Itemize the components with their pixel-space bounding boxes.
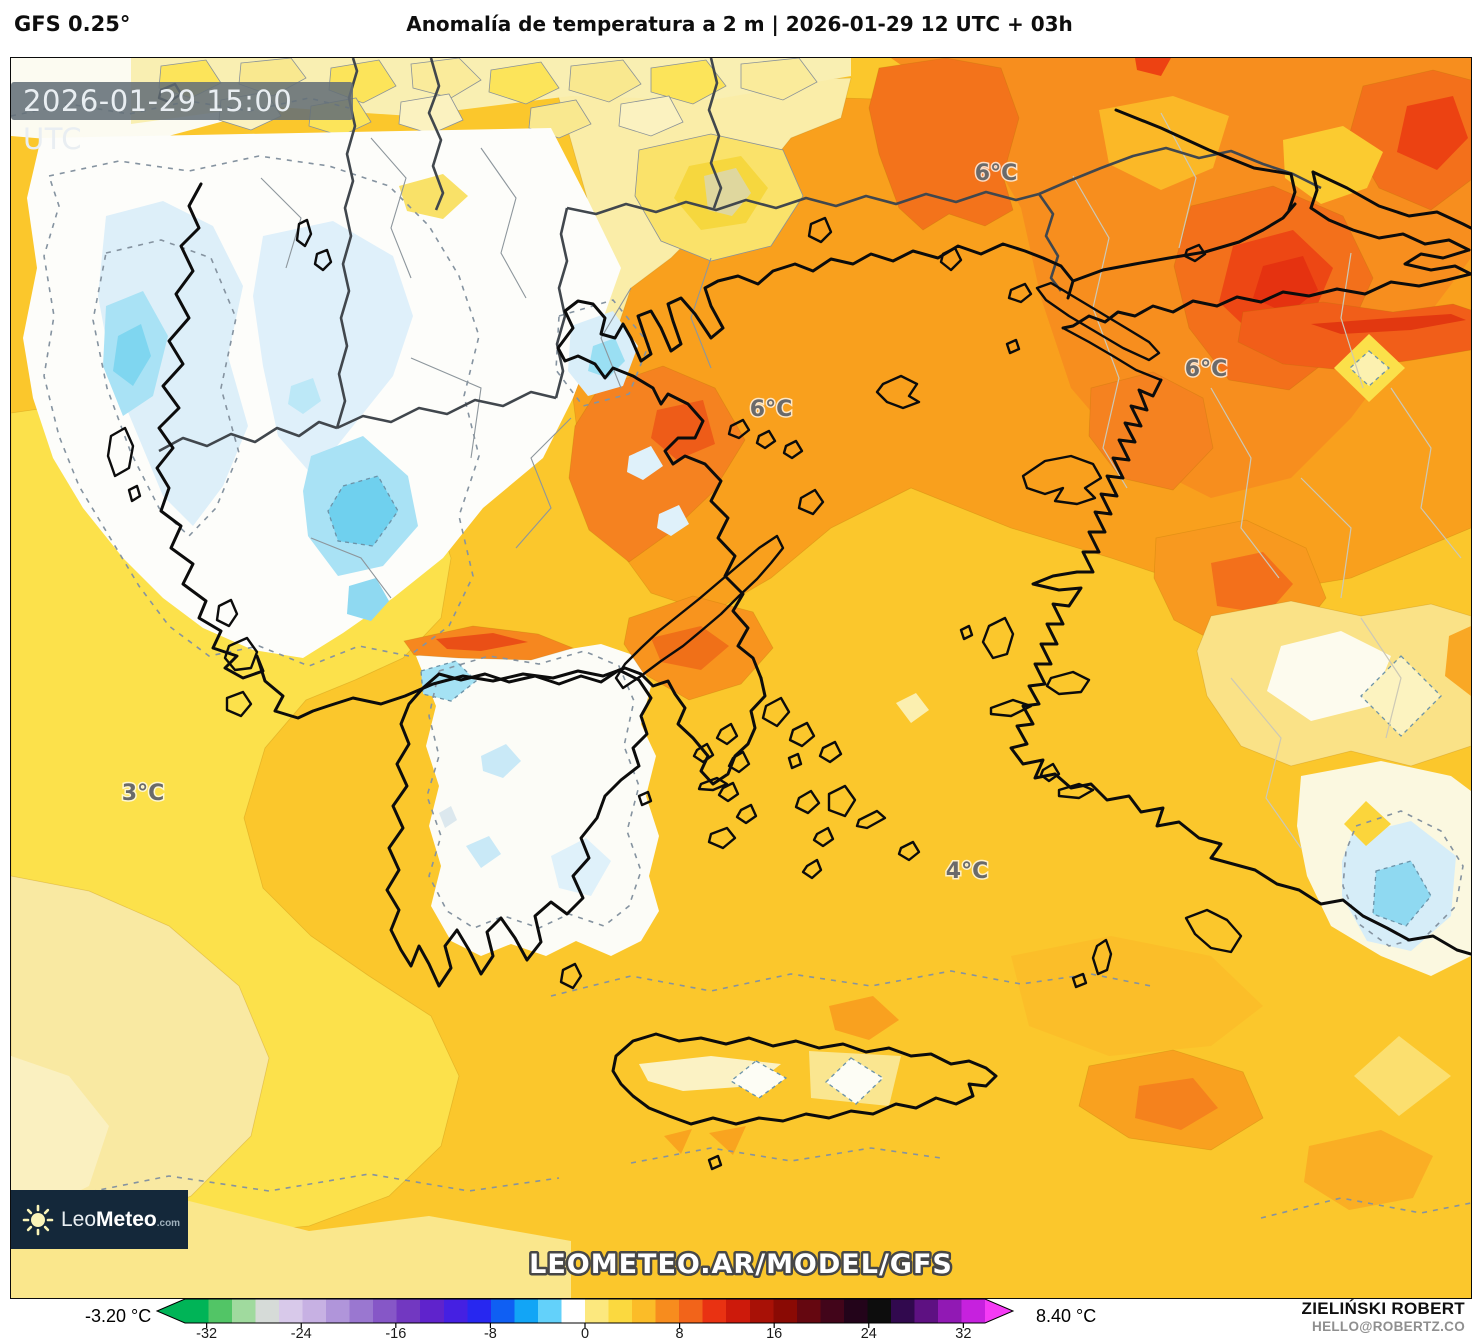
svg-text:16: 16 — [766, 1326, 782, 1339]
logo-tld: .com — [156, 1217, 181, 1229]
svg-text:24: 24 — [861, 1326, 877, 1339]
country-borders — [158, 58, 1322, 453]
watermark-text: LEOMETEO.AR/MODEL/GFS — [529, 1249, 953, 1280]
svg-text:-8: -8 — [484, 1326, 497, 1339]
model-label: GFS 0.25° — [14, 12, 131, 36]
author-contact: HELLO@ROBERTZ.CO — [1312, 1318, 1465, 1334]
weather-map-canvas: 6°C 6°C 6°C 3°C 4°C LEOMETEO.AR/MODEL/GF… — [11, 58, 1471, 1298]
svg-text:-32: -32 — [196, 1326, 217, 1339]
map-label-3c-west: 3°C — [122, 781, 164, 806]
map-value-labels: 6°C 6°C 6°C 3°C 4°C — [120, 160, 1228, 886]
legend-max-label: 8.40 °C — [1036, 1306, 1097, 1326]
map-label-6c-north: 6°C — [975, 161, 1017, 186]
logo-prefix: Leo — [61, 1207, 97, 1231]
leometeo-logo: LeoMeteo.com — [11, 1190, 188, 1249]
svg-text:8: 8 — [676, 1326, 684, 1339]
map-label-4c-south: 4°C — [946, 859, 988, 884]
sun-icon — [22, 1204, 54, 1235]
credits: ZIELIŃSKI ROBERT HELLO@ROBERTZ.CO — [1302, 1299, 1465, 1334]
coastlines — [155, 108, 1471, 1126]
page-title: Anomalía de temperatura a 2 m | 2026-01-… — [406, 12, 1073, 36]
map-label-6c-east: 6°C — [1185, 357, 1227, 382]
legend-min-label: -3.20 °C — [85, 1306, 152, 1326]
weather-map: 6°C 6°C 6°C 3°C 4°C LEOMETEO.AR/MODEL/GF… — [10, 57, 1472, 1299]
map-label-6c-aegean: 6°C — [750, 397, 792, 422]
timestamp-chip: 2026-01-29 15:00 UTC — [11, 82, 353, 156]
svg-text:-24: -24 — [291, 1326, 312, 1339]
svg-text:0: 0 — [581, 1326, 589, 1339]
legend-colorbar: -32 -24 -16 -8 0 8 16 24 32 — [155, 1298, 1015, 1339]
color-fields — [11, 58, 1471, 1298]
logo-text: LeoMeteo.com — [61, 1208, 180, 1232]
island-outlines — [106, 82, 1243, 1171]
logo-bold: Meteo — [96, 1207, 157, 1231]
svg-text:32: 32 — [955, 1326, 971, 1339]
svg-text:-16: -16 — [385, 1326, 406, 1339]
author-name: ZIELIŃSKI ROBERT — [1301, 1299, 1465, 1318]
